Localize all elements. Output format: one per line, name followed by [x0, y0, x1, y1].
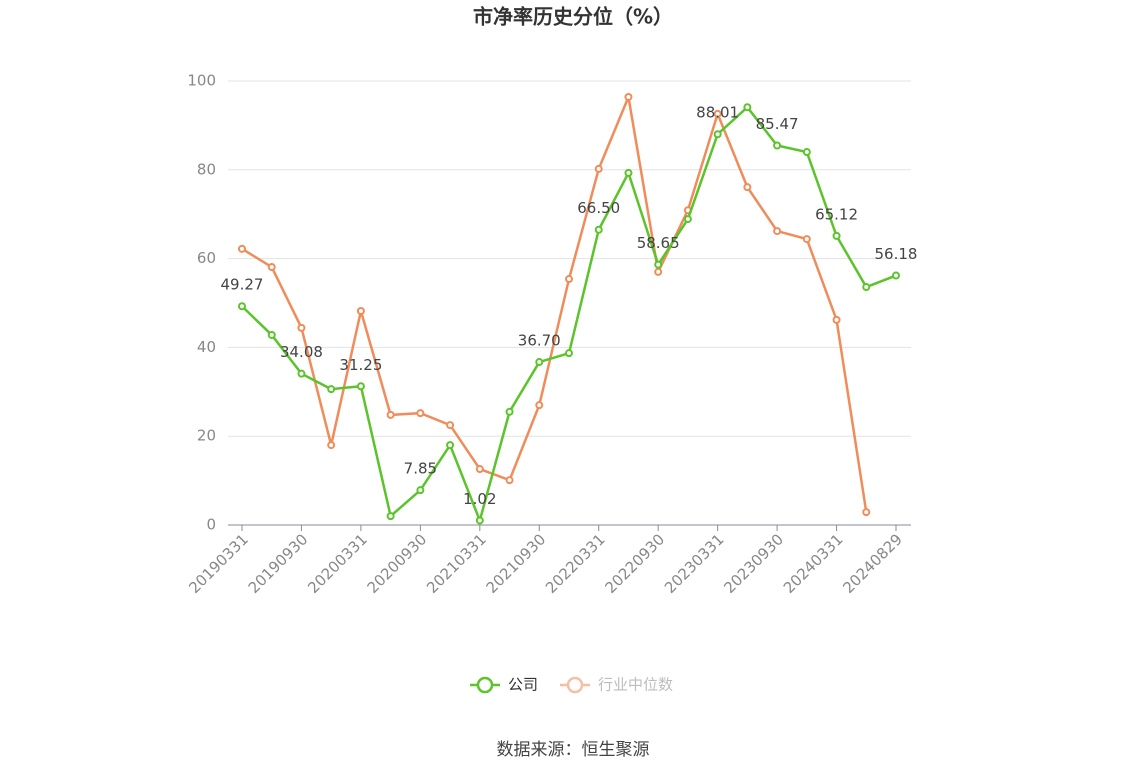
point	[862, 283, 871, 292]
point	[356, 306, 365, 315]
point	[773, 227, 782, 236]
data-label: 7.85	[404, 460, 437, 478]
point	[386, 410, 395, 419]
legend-label: 公司	[508, 676, 538, 694]
point	[267, 330, 276, 339]
point	[565, 349, 573, 358]
point	[654, 267, 663, 276]
y-tick-label: 20	[197, 427, 216, 445]
source: 数据来源：恒生聚源	[497, 740, 650, 760]
data-label: 36.70	[518, 332, 561, 350]
point	[386, 512, 395, 521]
x-tick-label: 20200331	[304, 530, 371, 597]
y-tick-label: 40	[197, 338, 216, 356]
x-tick-label: 20200930	[364, 530, 431, 597]
point	[238, 302, 246, 311]
y-tick-label: 60	[197, 249, 216, 267]
point	[713, 130, 722, 139]
series-line	[241, 105, 897, 525]
point	[743, 103, 752, 112]
legend-item: 公司	[470, 676, 538, 694]
point	[475, 516, 484, 525]
data-label: 65.12	[815, 205, 858, 223]
data-label: 85.47	[756, 115, 799, 133]
data-label: 88.01	[696, 104, 739, 122]
point	[565, 275, 573, 284]
point	[802, 148, 811, 157]
point	[892, 271, 900, 280]
point	[624, 92, 633, 101]
legend-marker	[476, 676, 494, 694]
x-tick-label: 20220331	[542, 530, 609, 597]
point	[624, 168, 633, 177]
chart-title: 市净率历史分位（%）	[473, 5, 673, 29]
data-label: 56.18	[875, 245, 918, 263]
data-label: 34.08	[280, 343, 323, 361]
point	[446, 441, 455, 450]
x-tick-label: 20230331	[661, 530, 728, 597]
x-tick-label: 20240829	[839, 530, 906, 597]
data-label: 49.27	[221, 276, 264, 294]
point	[743, 183, 752, 192]
x-tick-label: 20190331	[185, 530, 252, 597]
point	[238, 244, 246, 253]
y-tick-label: 0	[206, 516, 216, 534]
point	[327, 441, 336, 450]
data-label: 31.25	[339, 356, 382, 374]
x-tick-label: 20210331	[423, 530, 490, 597]
point	[535, 401, 544, 410]
legend-label: 行业中位数	[598, 676, 673, 694]
point	[475, 465, 484, 474]
x-tick-label: 20230930	[720, 530, 787, 597]
legend-item: 行业中位数	[560, 676, 673, 694]
point	[594, 164, 603, 173]
point	[416, 409, 425, 418]
point	[535, 358, 544, 367]
y-tick-label: 80	[197, 160, 216, 178]
point	[416, 486, 425, 495]
point	[683, 215, 692, 224]
point	[505, 407, 514, 416]
point	[713, 109, 722, 118]
point	[862, 508, 871, 517]
data-label: 1.02	[463, 490, 496, 508]
point	[327, 385, 336, 394]
x-tick-label: 20240331	[780, 530, 847, 597]
x-tick-label: 20210930	[483, 530, 550, 597]
x-tick-label: 20190930	[245, 530, 312, 597]
point	[594, 225, 603, 234]
point	[297, 369, 306, 378]
series-line	[241, 92, 868, 513]
legend-marker	[566, 676, 584, 694]
y-tick-label: 100	[187, 72, 216, 90]
point	[356, 382, 365, 391]
point	[773, 141, 782, 150]
point	[832, 315, 841, 324]
data-label: 58.65	[637, 234, 680, 252]
point	[654, 260, 663, 269]
x-tick-label: 20220930	[601, 530, 668, 597]
point	[832, 231, 841, 240]
data-label: 66.50	[577, 199, 620, 217]
point	[267, 263, 276, 272]
point	[802, 235, 811, 244]
point	[297, 323, 306, 332]
point	[446, 421, 455, 430]
point	[505, 476, 514, 485]
